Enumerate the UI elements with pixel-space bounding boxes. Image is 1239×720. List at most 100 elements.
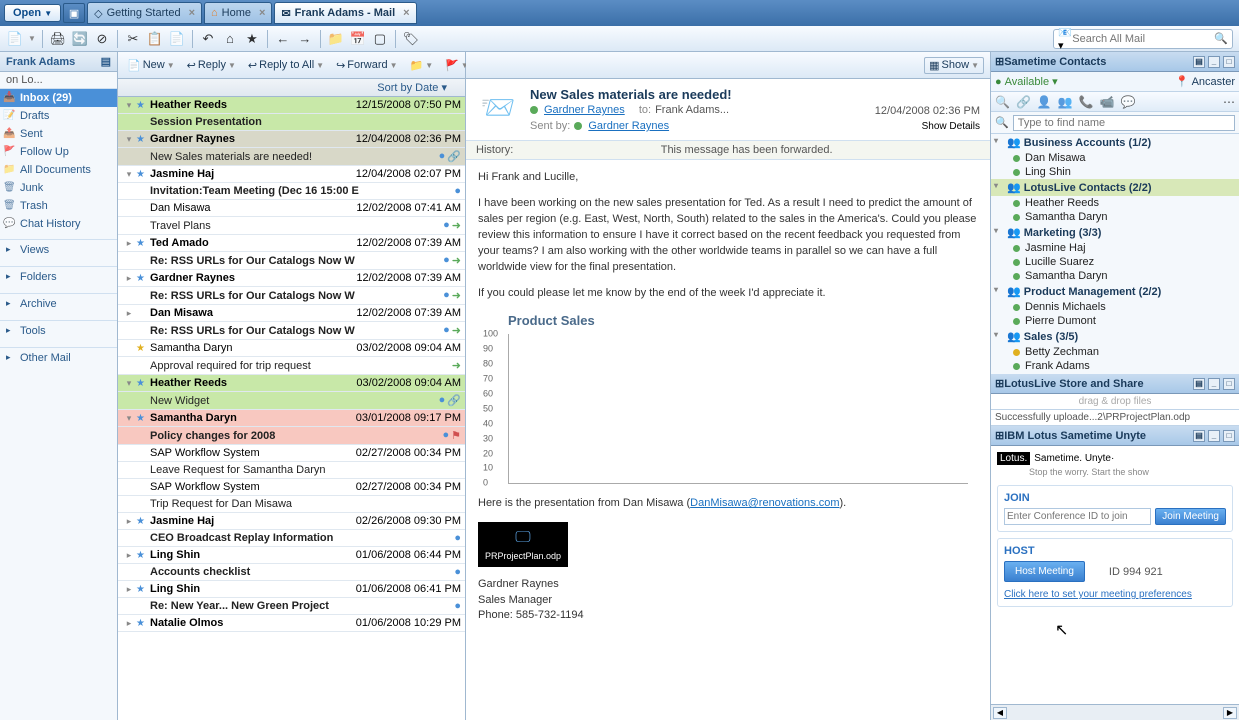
- scroll-right-icon[interactable]: ▶: [1223, 707, 1237, 719]
- message-row[interactable]: ▾★Heather Reeds12/15/2008 07:50 PM: [118, 97, 465, 114]
- message-list[interactable]: ▾★Heather Reeds12/15/2008 07:50 PMSessio…: [118, 97, 465, 720]
- section-other[interactable]: Other Mail: [0, 347, 117, 368]
- contact-group[interactable]: 👥 Business Accounts (1/2): [991, 134, 1239, 151]
- message-subject-row[interactable]: Re: New Year... New Green Project●: [118, 598, 465, 615]
- section-archive[interactable]: Archive: [0, 293, 117, 314]
- star-icon[interactable]: ★: [136, 100, 150, 111]
- message-subject-row[interactable]: Travel Plans●➜: [118, 217, 465, 235]
- refresh-icon[interactable]: 🔄: [71, 30, 89, 48]
- show-details-link[interactable]: Show Details: [922, 121, 980, 132]
- menu-icon[interactable]: ▤: [101, 55, 111, 68]
- contact-item[interactable]: Lucille Suarez: [991, 255, 1239, 269]
- contact-tree[interactable]: 👥 Business Accounts (1/2)Dan MisawaLing …: [991, 134, 1239, 374]
- location-dropdown[interactable]: 📍 Ancaster: [1175, 75, 1235, 88]
- message-subject-row[interactable]: Leave Request for Samantha Daryn: [118, 462, 465, 479]
- email-link[interactable]: DanMisawa@renovations.com: [690, 497, 839, 509]
- contact-item[interactable]: Samantha Daryn: [991, 269, 1239, 283]
- section-views[interactable]: Views: [0, 239, 117, 260]
- star-icon[interactable]: ★: [136, 273, 150, 284]
- star-icon[interactable]: ★: [136, 516, 150, 527]
- star-icon[interactable]: ★: [136, 413, 150, 424]
- message-subject-row[interactable]: Policy changes for 2008●⚑: [118, 427, 465, 445]
- tab-home[interactable]: ⌂Home×: [204, 2, 272, 24]
- message-row[interactable]: ▾★Heather Reeds03/02/2008 09:04 AM: [118, 375, 465, 392]
- twistie-icon[interactable]: ▸: [122, 273, 136, 284]
- app-icon-1[interactable]: ▣: [63, 3, 85, 23]
- home-icon[interactable]: ⌂: [221, 30, 239, 48]
- message-subject-row[interactable]: Re: RSS URLs for Our Catalogs Now W●➜: [118, 322, 465, 340]
- undo-icon[interactable]: ↶: [199, 30, 217, 48]
- star-icon[interactable]: ★: [136, 550, 150, 561]
- meeting-prefs-link[interactable]: Click here to set your meeting preferenc…: [1004, 589, 1192, 600]
- message-row[interactable]: ▸★Gardner Raynes12/02/2008 07:39 AM: [118, 270, 465, 287]
- tab-mail[interactable]: ✉Frank Adams - Mail×: [274, 2, 416, 24]
- group-icon[interactable]: 👥: [1058, 95, 1073, 109]
- message-row[interactable]: ▸★Ling Shin01/06/2008 06:44 PM: [118, 547, 465, 564]
- folder-inbox[interactable]: Inbox (29): [0, 89, 117, 107]
- message-row[interactable]: ▸★Ling Shin01/06/2008 06:41 PM: [118, 581, 465, 598]
- star-icon[interactable]: ★: [136, 343, 150, 354]
- message-subject-row[interactable]: Accounts checklist●: [118, 564, 465, 581]
- twistie-icon[interactable]: ▸: [122, 238, 136, 249]
- message-row[interactable]: ★Samantha Daryn03/02/2008 09:04 AM: [118, 340, 465, 357]
- search-mail-box[interactable]: 📧▾ 🔍: [1053, 29, 1233, 49]
- contact-item[interactable]: Jasmine Haj: [991, 241, 1239, 255]
- message-row[interactable]: ▸★Ted Amado12/02/2008 07:39 AM: [118, 235, 465, 252]
- scroll-left-icon[interactable]: ◀: [993, 707, 1007, 719]
- reply-button[interactable]: ↩Reply▼: [182, 57, 241, 74]
- folder-icon[interactable]: 📁: [327, 30, 345, 48]
- minimize-icon[interactable]: _: [1208, 56, 1220, 68]
- folder-sent[interactable]: Sent: [0, 125, 117, 143]
- twistie-icon[interactable]: ▸: [122, 516, 136, 527]
- close-icon[interactable]: ×: [403, 7, 409, 19]
- contact-group[interactable]: 👥 Marketing (3/3): [991, 224, 1239, 241]
- minimize-icon[interactable]: _: [1208, 430, 1220, 442]
- message-row[interactable]: ▸★Jasmine Haj02/26/2008 09:30 PM: [118, 513, 465, 530]
- contact-item[interactable]: Frank Adams: [991, 359, 1239, 373]
- maximize-icon[interactable]: □: [1223, 56, 1235, 68]
- tab-getting-started[interactable]: ◇Getting Started×: [87, 2, 202, 24]
- sort-button[interactable]: Sort by Date ▾: [118, 79, 465, 97]
- message-subject-row[interactable]: New Widget●🔗: [118, 392, 465, 410]
- minimize-icon[interactable]: _: [1208, 378, 1220, 390]
- star-icon[interactable]: ★: [136, 618, 150, 629]
- paste-icon[interactable]: 📄: [168, 30, 186, 48]
- phone-icon[interactable]: 📞: [1079, 95, 1094, 109]
- contact-item[interactable]: Pierre Dumont: [991, 314, 1239, 328]
- back-icon[interactable]: ←: [274, 30, 292, 48]
- contact-item[interactable]: Dan Misawa: [991, 151, 1239, 165]
- twistie-icon[interactable]: ▾: [122, 169, 136, 180]
- search-scope-icon[interactable]: 📧▾: [1058, 26, 1072, 52]
- contact-group[interactable]: 👥 Sales (3/5): [991, 328, 1239, 345]
- contact-item[interactable]: Heather Reeds: [991, 196, 1239, 210]
- message-subject-row[interactable]: Re: RSS URLs for Our Catalogs Now W●➜: [118, 252, 465, 270]
- stop-icon[interactable]: ⊘: [93, 30, 111, 48]
- contact-item[interactable]: Heather Reeds: [991, 373, 1239, 374]
- star-icon[interactable]: ★: [136, 134, 150, 145]
- message-subject-row[interactable]: Approval required for trip request➜: [118, 357, 465, 375]
- search-icon[interactable]: 🔍: [1214, 32, 1228, 45]
- sentby-link[interactable]: Gardner Raynes: [588, 120, 669, 132]
- chat-icon[interactable]: 💬: [1121, 95, 1136, 109]
- forward-icon[interactable]: →: [296, 30, 314, 48]
- favorite-icon[interactable]: ★: [243, 30, 261, 48]
- twistie-icon[interactable]: ▸: [122, 584, 136, 595]
- unyte-panel-header[interactable]: ⊞ IBM Lotus Sametime Unyte▤_□: [991, 426, 1239, 446]
- contact-item[interactable]: Samantha Daryn: [991, 210, 1239, 224]
- message-row[interactable]: ▸Dan Misawa12/02/2008 07:39 AM: [118, 305, 465, 322]
- horizontal-scrollbar[interactable]: ◀▶: [991, 704, 1239, 720]
- window-icon[interactable]: ▢: [371, 30, 389, 48]
- contact-group[interactable]: 👥 Product Management (2/2): [991, 283, 1239, 300]
- video-icon[interactable]: 📹: [1100, 95, 1115, 109]
- new-button[interactable]: 📄New▼: [122, 57, 180, 74]
- star-icon[interactable]: ★: [136, 169, 150, 180]
- message-subject-row[interactable]: Session Presentation: [118, 114, 465, 131]
- close-icon[interactable]: ×: [259, 7, 265, 19]
- panel-menu-icon[interactable]: ▤: [1193, 430, 1205, 442]
- contact-item[interactable]: Betty Zechman: [991, 345, 1239, 359]
- panel-menu-icon[interactable]: ▤: [1193, 378, 1205, 390]
- message-subject-row[interactable]: Re: RSS URLs for Our Catalogs Now W●➜: [118, 287, 465, 305]
- folder-follow[interactable]: Follow Up: [0, 143, 117, 161]
- add-contact-icon[interactable]: 👤: [1037, 95, 1052, 109]
- host-meeting-button[interactable]: Host Meeting: [1004, 561, 1085, 582]
